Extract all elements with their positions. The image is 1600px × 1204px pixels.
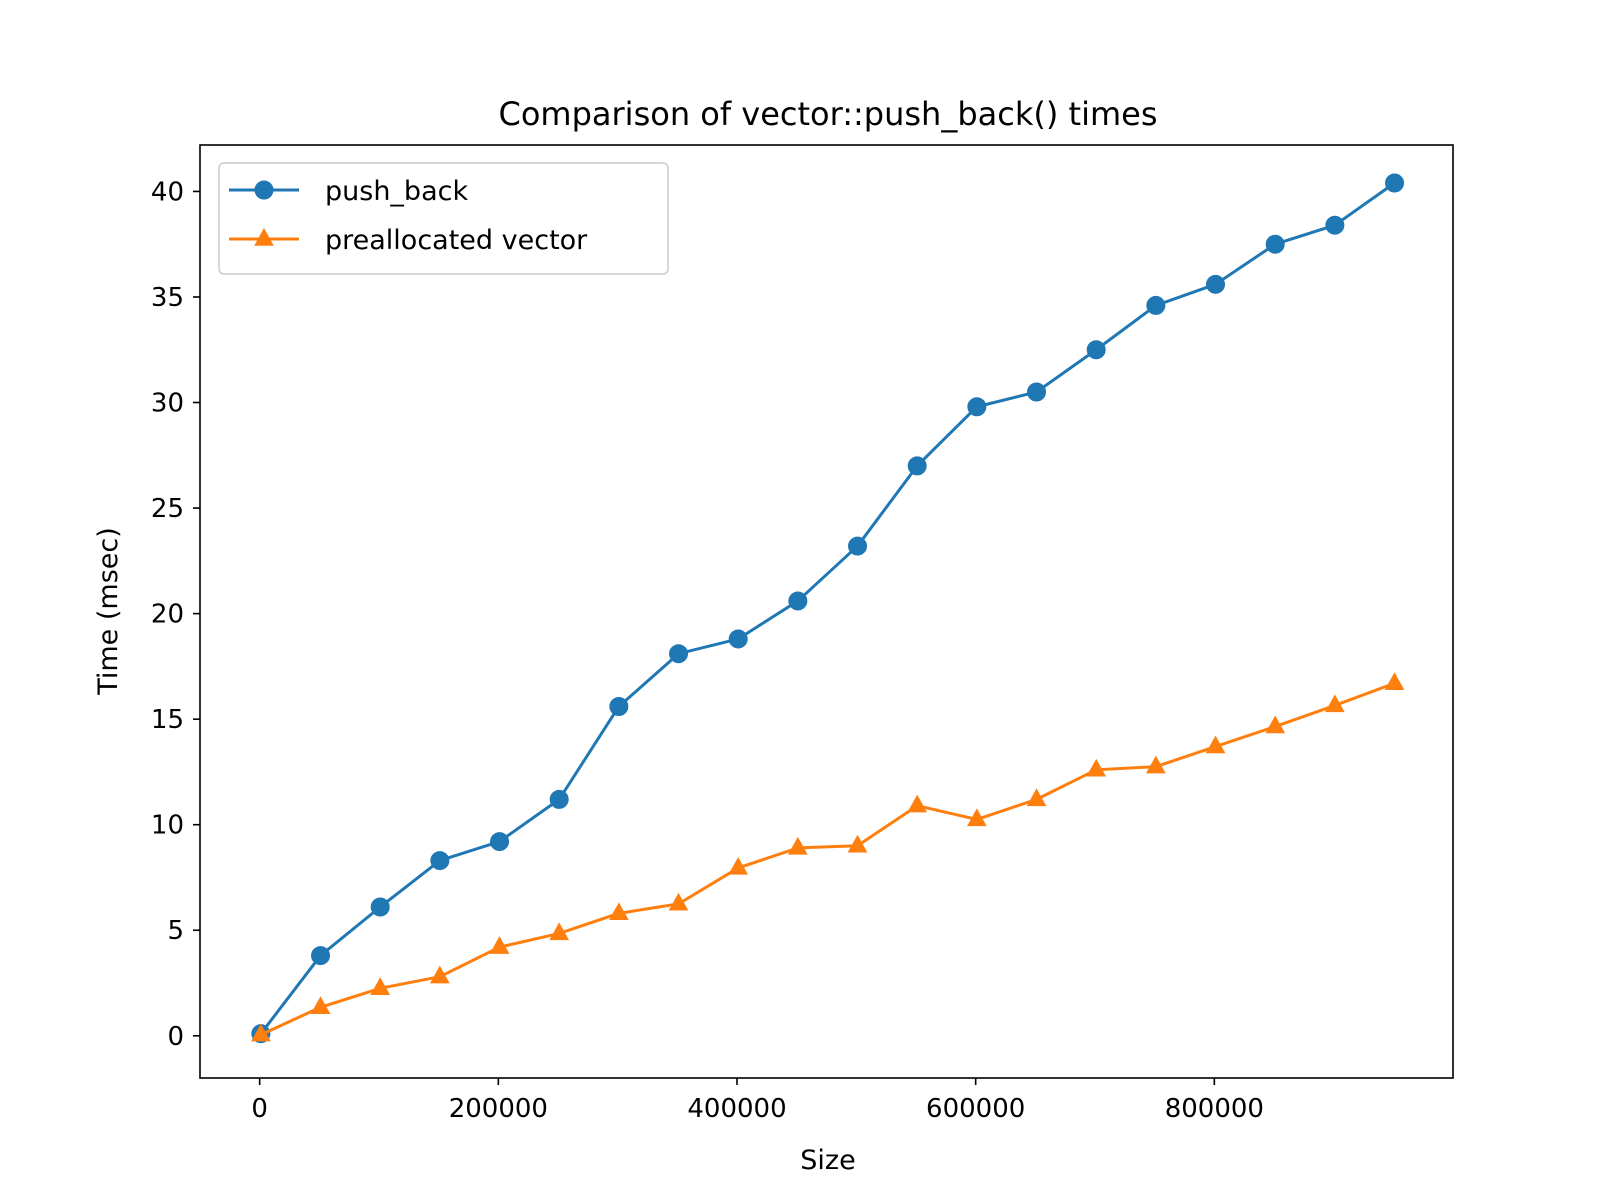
y-tick-label: 5 [167,916,184,946]
legend-box [218,162,669,275]
data-point-preallocated-vector [788,836,808,855]
legend-marker [254,180,274,200]
y-tick-label: 35 [151,283,184,313]
data-point-preallocated-vector [967,808,987,827]
data-point-push-back [609,696,629,716]
y-axis-ticks: 0 5 10 15 20 25 30 35 40 [151,177,200,1052]
data-point-push-back [728,629,748,649]
data-point-preallocated-vector [668,892,689,911]
data-point-preallocated-vector [1325,694,1345,713]
chart-title: Comparison of vector::push_back() times [499,95,1158,133]
x-axis-label: Size [800,1145,855,1176]
data-point-preallocated-vector [609,902,629,921]
data-point-push-back [1265,234,1285,254]
y-tick-label: 40 [151,177,184,207]
data-point-push-back [490,832,510,852]
data-point-push-back [788,591,808,611]
data-point-push-back [907,456,927,476]
data-point-preallocated-vector [1026,788,1047,807]
data-point-push-back [1027,382,1047,402]
data-point-preallocated-vector [1384,672,1405,690]
data-point-preallocated-vector [430,965,450,984]
legend-label: preallocated vector [325,225,588,256]
legend-marker [254,227,274,246]
data-point-push-back [430,851,450,871]
data-point-preallocated-vector [907,794,928,813]
data-point-push-back [669,644,689,664]
data-point-preallocated-vector [728,856,749,875]
data-point-preallocated-vector [549,922,570,941]
data-point-preallocated-vector [1086,758,1107,777]
data-point-push-back [1385,173,1405,193]
x-tick-label: 800000 [1165,1094,1264,1124]
plot-area [251,173,1405,1044]
x-tick-label: 0 [251,1094,268,1124]
data-point-push-back [1146,295,1166,315]
x-axis-ticks: 0 200000 400000 600000 800000 [251,1078,1264,1124]
y-tick-label: 0 [167,1022,184,1052]
x-tick-label: 200000 [449,1094,548,1124]
data-point-push-back [848,536,868,556]
y-tick-label: 20 [151,600,184,630]
legend-entry-preallocated-vector: preallocated vector [229,225,588,256]
legend: push_back preallocated vector [218,162,669,275]
series-line-push-back [259,181,1396,1035]
x-tick-label: 600000 [926,1094,1025,1124]
data-point-preallocated-vector [310,996,331,1014]
data-point-push-back [549,789,569,809]
data-point-push-back [1086,340,1106,360]
y-tick-label: 30 [151,389,184,419]
data-point-preallocated-vector [370,977,391,995]
data-point-preallocated-vector [1205,735,1226,754]
series-line-preallocated-vector [260,681,1396,1037]
x-tick-label: 400000 [687,1094,786,1124]
legend-label: push_back [325,176,468,207]
legend-entry-push-back: push_back [229,176,468,207]
data-point-push-back [1206,274,1226,294]
data-point-preallocated-vector [489,936,510,954]
series-preallocated-vector [251,672,1405,1042]
data-point-preallocated-vector [847,834,868,853]
y-tick-label: 25 [151,494,184,524]
y-tick-label: 10 [151,811,184,841]
y-tick-label: 15 [151,705,184,735]
data-point-push-back [967,397,987,417]
plot-frame [199,144,1454,1079]
data-point-preallocated-vector [1265,715,1286,734]
data-point-push-back [311,946,331,966]
data-point-preallocated-vector [1146,755,1166,774]
data-point-push-back [1325,215,1345,235]
data-point-push-back [370,897,390,917]
data-point-preallocated-vector [251,1023,271,1042]
y-axis-label: Time (msec) [93,527,124,696]
